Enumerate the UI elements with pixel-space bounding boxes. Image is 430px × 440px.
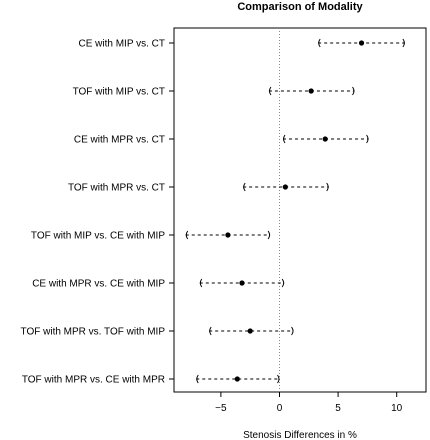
ci-lower-bracket <box>185 230 189 240</box>
ci-lower-bracket <box>268 86 272 96</box>
x-axis-title: Stenosis Differences in % <box>243 430 357 440</box>
ci-upper-bracket <box>366 134 369 144</box>
x-tick-label: 10 <box>391 403 403 414</box>
estimate-point <box>239 280 245 286</box>
estimate-point <box>247 328 253 334</box>
ci-upper-bracket <box>281 278 285 288</box>
series-layer <box>185 38 405 384</box>
ci-upper-bracket <box>402 38 405 48</box>
category-label: TOF with MIP vs. CT <box>73 87 165 98</box>
ci-upper-bracket <box>326 182 329 192</box>
estimate-point <box>282 184 288 190</box>
category-label: TOF with MIP vs. CE with MIP <box>31 231 165 242</box>
category-label: CE with MPR vs. CE with MIP <box>32 279 165 290</box>
ci-upper-bracket <box>277 374 280 384</box>
x-axis: −5 0 5 10 <box>215 392 403 414</box>
ci-upper-bracket <box>352 86 355 96</box>
x-tick-label: −5 <box>215 403 227 414</box>
ci-lower-bracket <box>196 374 199 384</box>
estimate-point <box>308 88 314 94</box>
estimate-point <box>225 232 231 238</box>
category-label: CE with MIP vs. CT <box>79 39 166 50</box>
plot-frame <box>173 27 427 393</box>
category-label: TOF with MPR vs. CT <box>68 183 165 194</box>
ci-lower-bracket <box>209 326 212 336</box>
ci-lower-bracket <box>318 38 321 48</box>
category-label: TOF with MPR vs. TOF with MIP <box>21 327 166 338</box>
category-label: TOF with MPR vs. CE with MPR <box>22 375 165 386</box>
ci-upper-bracket <box>267 230 271 240</box>
x-tick-label: 5 <box>335 403 341 414</box>
y-axis-labels: CE with MIP vs. CT TOF with MIP vs. CT CE … <box>21 39 174 386</box>
x-tick-label: 0 <box>277 403 283 414</box>
chart-title: Comparison of Modality <box>237 1 363 13</box>
category-label: CE with MPR vs. CT <box>74 135 165 146</box>
estimate-point <box>234 376 240 382</box>
ci-lower-bracket <box>243 182 246 192</box>
estimate-point <box>322 136 328 142</box>
ci-lower-bracket <box>199 278 203 288</box>
ci-lower-bracket <box>283 134 286 144</box>
estimate-point <box>358 40 365 46</box>
ci-upper-bracket <box>291 326 294 336</box>
